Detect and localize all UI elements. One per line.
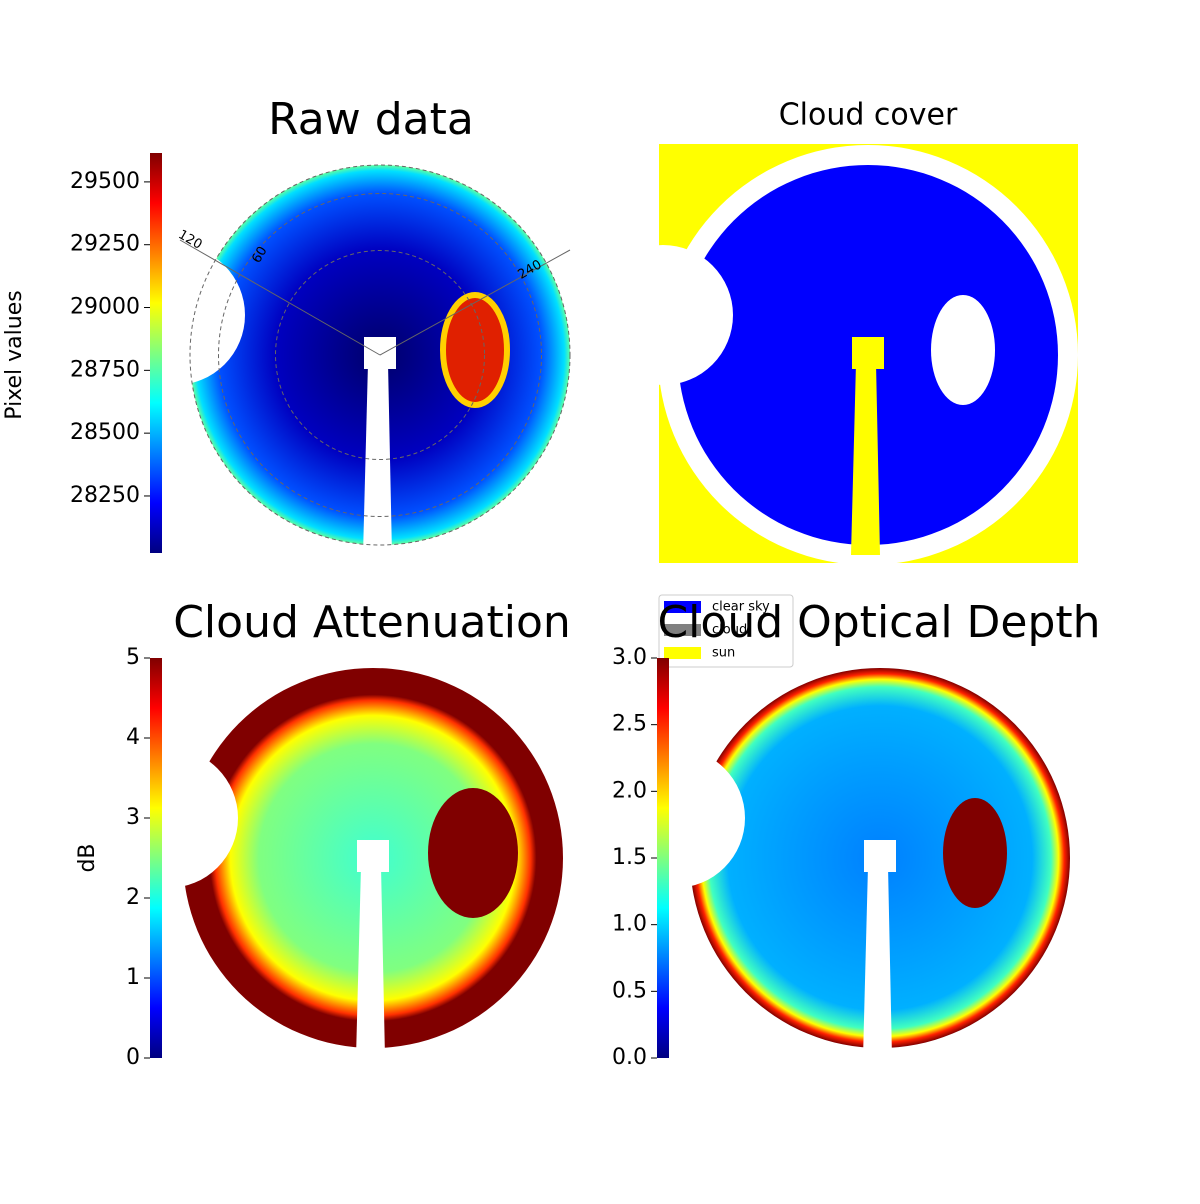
mask-cutout (593, 245, 733, 385)
mast (863, 866, 892, 1058)
colorbar-tick-label: 28250 (70, 483, 140, 508)
colorbar-tick-label: 4 (126, 725, 140, 750)
polar-ring (189, 164, 571, 546)
colorbar-tick-label: 0.5 (612, 978, 647, 1003)
colorbar-tick-label: 5 (126, 645, 140, 670)
image (98, 668, 563, 1058)
polar-ring (218, 193, 542, 517)
image (605, 668, 1070, 1058)
colorbar-tick-label: 1 (126, 965, 140, 990)
polar-label: 60 (249, 244, 270, 266)
legend-label: clear sky (712, 600, 770, 615)
panel-title: Raw data (268, 94, 474, 145)
sun-shade (357, 840, 389, 872)
colorbar-tick-label: 0.0 (612, 1045, 647, 1070)
panel-title: Cloud Optical Depth (657, 597, 1100, 648)
colorbar-tick-label: 2 (126, 885, 140, 910)
legend-swatch (664, 647, 701, 659)
colorbar (150, 153, 162, 553)
legend-swatch (664, 624, 701, 636)
panel-title: Cloud Attenuation (173, 597, 571, 648)
colorbar-tick-label: 2.0 (612, 778, 647, 803)
sun-shade (852, 337, 884, 369)
legend-label: cloud (712, 623, 747, 638)
colorbar-label: Pixel values (2, 290, 27, 419)
colorbar-tick-label: 29000 (70, 295, 140, 320)
sun-shade (364, 337, 396, 369)
legend-label: sun (712, 646, 735, 661)
mast (851, 363, 880, 555)
colorbar-tick-label: 1.0 (612, 912, 647, 937)
colorbar-tick-label: 3.0 (612, 645, 647, 670)
colorbar (150, 658, 162, 1058)
colorbar-tick-label: 0 (126, 1045, 140, 1070)
mast (363, 363, 392, 555)
mast (356, 866, 385, 1058)
mask-cutout (98, 748, 238, 888)
colorbar-tick-label: 3 (126, 805, 140, 830)
cloud-region (428, 788, 518, 918)
panel-title: Cloud cover (779, 98, 958, 133)
colorbar-tick-label: 28500 (70, 420, 140, 445)
image (593, 144, 1078, 565)
colorbar-tick-label: 28750 (70, 357, 140, 382)
polar-spoke (379, 249, 571, 356)
colorbar-tick-label: 2.5 (612, 712, 647, 737)
colorbar (657, 658, 669, 1058)
legend-swatch (664, 601, 701, 613)
colorbar-tick-label: 29500 (70, 169, 140, 194)
mask-cutout (105, 245, 245, 385)
cloud-region (943, 798, 1007, 908)
colorbar-label: dB (75, 843, 100, 872)
cloud-region (440, 292, 510, 408)
sun-shade (864, 840, 896, 872)
cloud-region (931, 295, 995, 405)
polar-ring (275, 250, 485, 460)
colorbar-tick-label: 1.5 (612, 845, 647, 870)
colorbar-tick-label: 29250 (70, 232, 140, 257)
polar-spoke (179, 239, 381, 356)
mask-cutout (605, 748, 745, 888)
